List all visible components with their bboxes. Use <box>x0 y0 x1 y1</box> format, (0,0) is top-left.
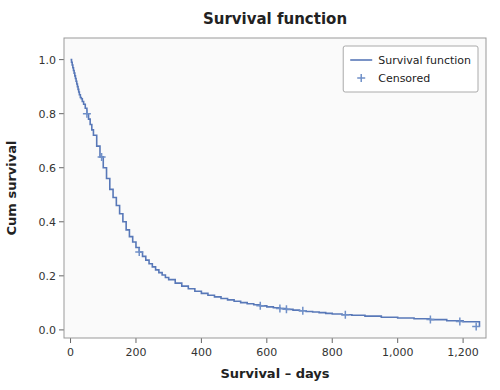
y-tick <box>59 167 64 168</box>
y-tick-label: 0.4 <box>39 216 57 229</box>
title: Survival function <box>203 10 347 28</box>
legend: Survival function Censored <box>343 46 478 92</box>
x-tick <box>397 338 398 343</box>
y-tick-label: 1.0 <box>39 54 57 67</box>
censored-mark <box>135 248 143 256</box>
x-axis-label: Survival – days <box>220 366 329 381</box>
y-tick <box>59 329 64 330</box>
censored-mark <box>426 316 434 324</box>
y-tick <box>59 221 64 222</box>
x-tick-label: 200 <box>125 346 146 359</box>
x-tick <box>201 338 202 343</box>
y-tick <box>59 113 64 114</box>
x-tick-label: 600 <box>256 346 277 359</box>
legend-box <box>343 46 478 92</box>
x-tick <box>135 338 136 343</box>
x-tick <box>266 338 267 343</box>
censored-mark <box>98 153 106 161</box>
censored-mark <box>472 322 480 330</box>
plot-frame <box>64 38 486 338</box>
legend-label: Censored <box>378 72 430 85</box>
x-tick <box>332 338 333 343</box>
x-tick-label: 1,200 <box>447 346 479 359</box>
censored-mark <box>276 305 284 313</box>
x-tick-label: 0 <box>67 346 74 359</box>
survival-step-line <box>71 60 480 327</box>
censored-mark <box>456 318 464 326</box>
data-layer <box>71 60 481 331</box>
legend-swatch <box>350 59 372 61</box>
legend-swatch <box>357 74 365 82</box>
censored-mark <box>282 305 290 313</box>
y-tick-label: 0.6 <box>39 162 57 175</box>
x-tick-label: 1,000 <box>382 346 414 359</box>
y-tick-label: 0.0 <box>39 324 57 337</box>
y-tick <box>59 59 64 60</box>
legend-label: Survival function <box>378 54 471 67</box>
y-tick <box>59 275 64 276</box>
censored-mark <box>83 110 91 118</box>
censored-mark <box>256 302 264 310</box>
censored-mark <box>341 311 349 319</box>
y-axis-label: Cum survival <box>4 141 19 236</box>
y-tick-label: 0.2 <box>39 270 57 283</box>
plot-area <box>64 38 486 338</box>
chart: 0 200 400 600 800 1,000 1,200 0.0 0.2 0.4 0.6 0.8 1.… <box>0 0 500 390</box>
y-tick-label: 0.8 <box>39 108 57 121</box>
x-tick-label: 400 <box>191 346 212 359</box>
x-tick <box>463 338 464 343</box>
x-tick-label: 800 <box>322 346 343 359</box>
x-tick <box>70 338 71 343</box>
censored-mark <box>299 307 307 315</box>
